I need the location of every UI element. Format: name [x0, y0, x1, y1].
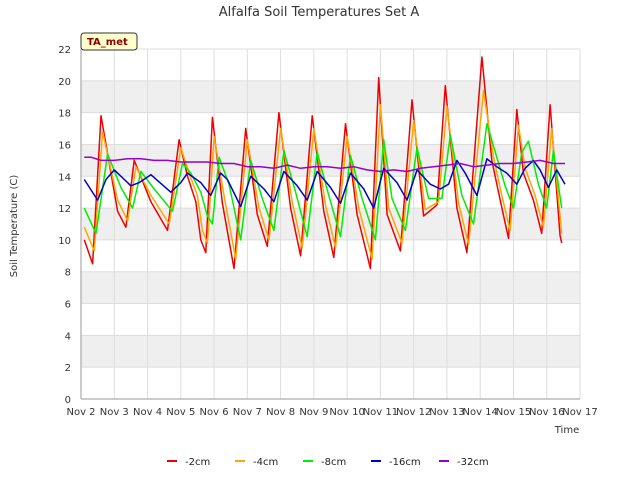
x-tick-label: Nov 2 — [66, 407, 95, 418]
y-tick-label: 18 — [58, 109, 71, 120]
x-tick-label: Nov 7 — [233, 407, 262, 418]
x-tick-label: Nov 12 — [396, 407, 431, 418]
y-tick-label: 8 — [65, 268, 71, 279]
x-tick-label: Nov 3 — [100, 407, 129, 418]
x-tick-label: Nov 9 — [299, 407, 328, 418]
x-tick-label: Nov 8 — [266, 407, 295, 418]
badge: TA_met — [80, 32, 138, 51]
y-tick-label: 6 — [65, 300, 71, 311]
x-tick-label: Nov 15 — [496, 407, 531, 418]
y-tick-label: 22 — [58, 45, 71, 56]
y-tick-label: 20 — [58, 77, 71, 88]
badge-label: TA_met — [87, 37, 128, 48]
axes: 0 2 4 6 8 10 12 14 16 18 20 22 Nov 2 Nov 3 Nov 4 Nov 5 N… — [58, 45, 597, 418]
legend: -2cm -4cm -8cm -16cm -32cm — [167, 457, 489, 468]
x-axis-label: Time — [554, 425, 579, 436]
y-tick-label: 2 — [65, 363, 71, 374]
series-line-minus8cm — [83, 123, 563, 241]
legend-label: -2cm — [185, 457, 210, 468]
y-tick-label: 4 — [65, 331, 71, 342]
plot-band — [81, 271, 580, 304]
x-tick-label: Nov 17 — [562, 407, 597, 418]
y-tick-label: 0 — [65, 395, 71, 406]
y-tick-label: 16 — [58, 140, 71, 151]
legend-label: -16cm — [389, 457, 421, 468]
series-line-minus16cm — [83, 158, 566, 209]
x-tick-label: Nov 16 — [529, 407, 564, 418]
x-tick-label: Nov 4 — [133, 407, 162, 418]
badge-box — [80, 32, 138, 51]
plot-band — [81, 335, 580, 368]
y-tick-label: 12 — [58, 204, 71, 215]
legend-label: -4cm — [253, 457, 278, 468]
x-tick-label: Nov 6 — [200, 407, 229, 418]
y-tick-label: 14 — [58, 172, 71, 183]
legend-label: -32cm — [457, 457, 489, 468]
series-line-minus32cm — [84, 156, 565, 173]
x-tick-label: Nov 10 — [329, 407, 364, 418]
series-line-minus4cm — [83, 89, 563, 260]
plot-band — [81, 80, 580, 113]
y-axis-label: Soil Temperature (C) — [9, 175, 20, 278]
chart-title: Alfalfa Soil Temperatures Set A — [219, 5, 420, 20]
series-line-minus2cm — [83, 56, 563, 270]
y-tick-label: 10 — [58, 236, 71, 247]
x-tick-label: Nov 13 — [429, 407, 464, 418]
x-tick-label: Nov 14 — [462, 407, 497, 418]
legend-label: -8cm — [321, 457, 346, 468]
x-tick-label: Nov 5 — [166, 407, 195, 418]
x-tick-label: Nov 11 — [363, 407, 398, 418]
series-lines — [83, 56, 566, 270]
